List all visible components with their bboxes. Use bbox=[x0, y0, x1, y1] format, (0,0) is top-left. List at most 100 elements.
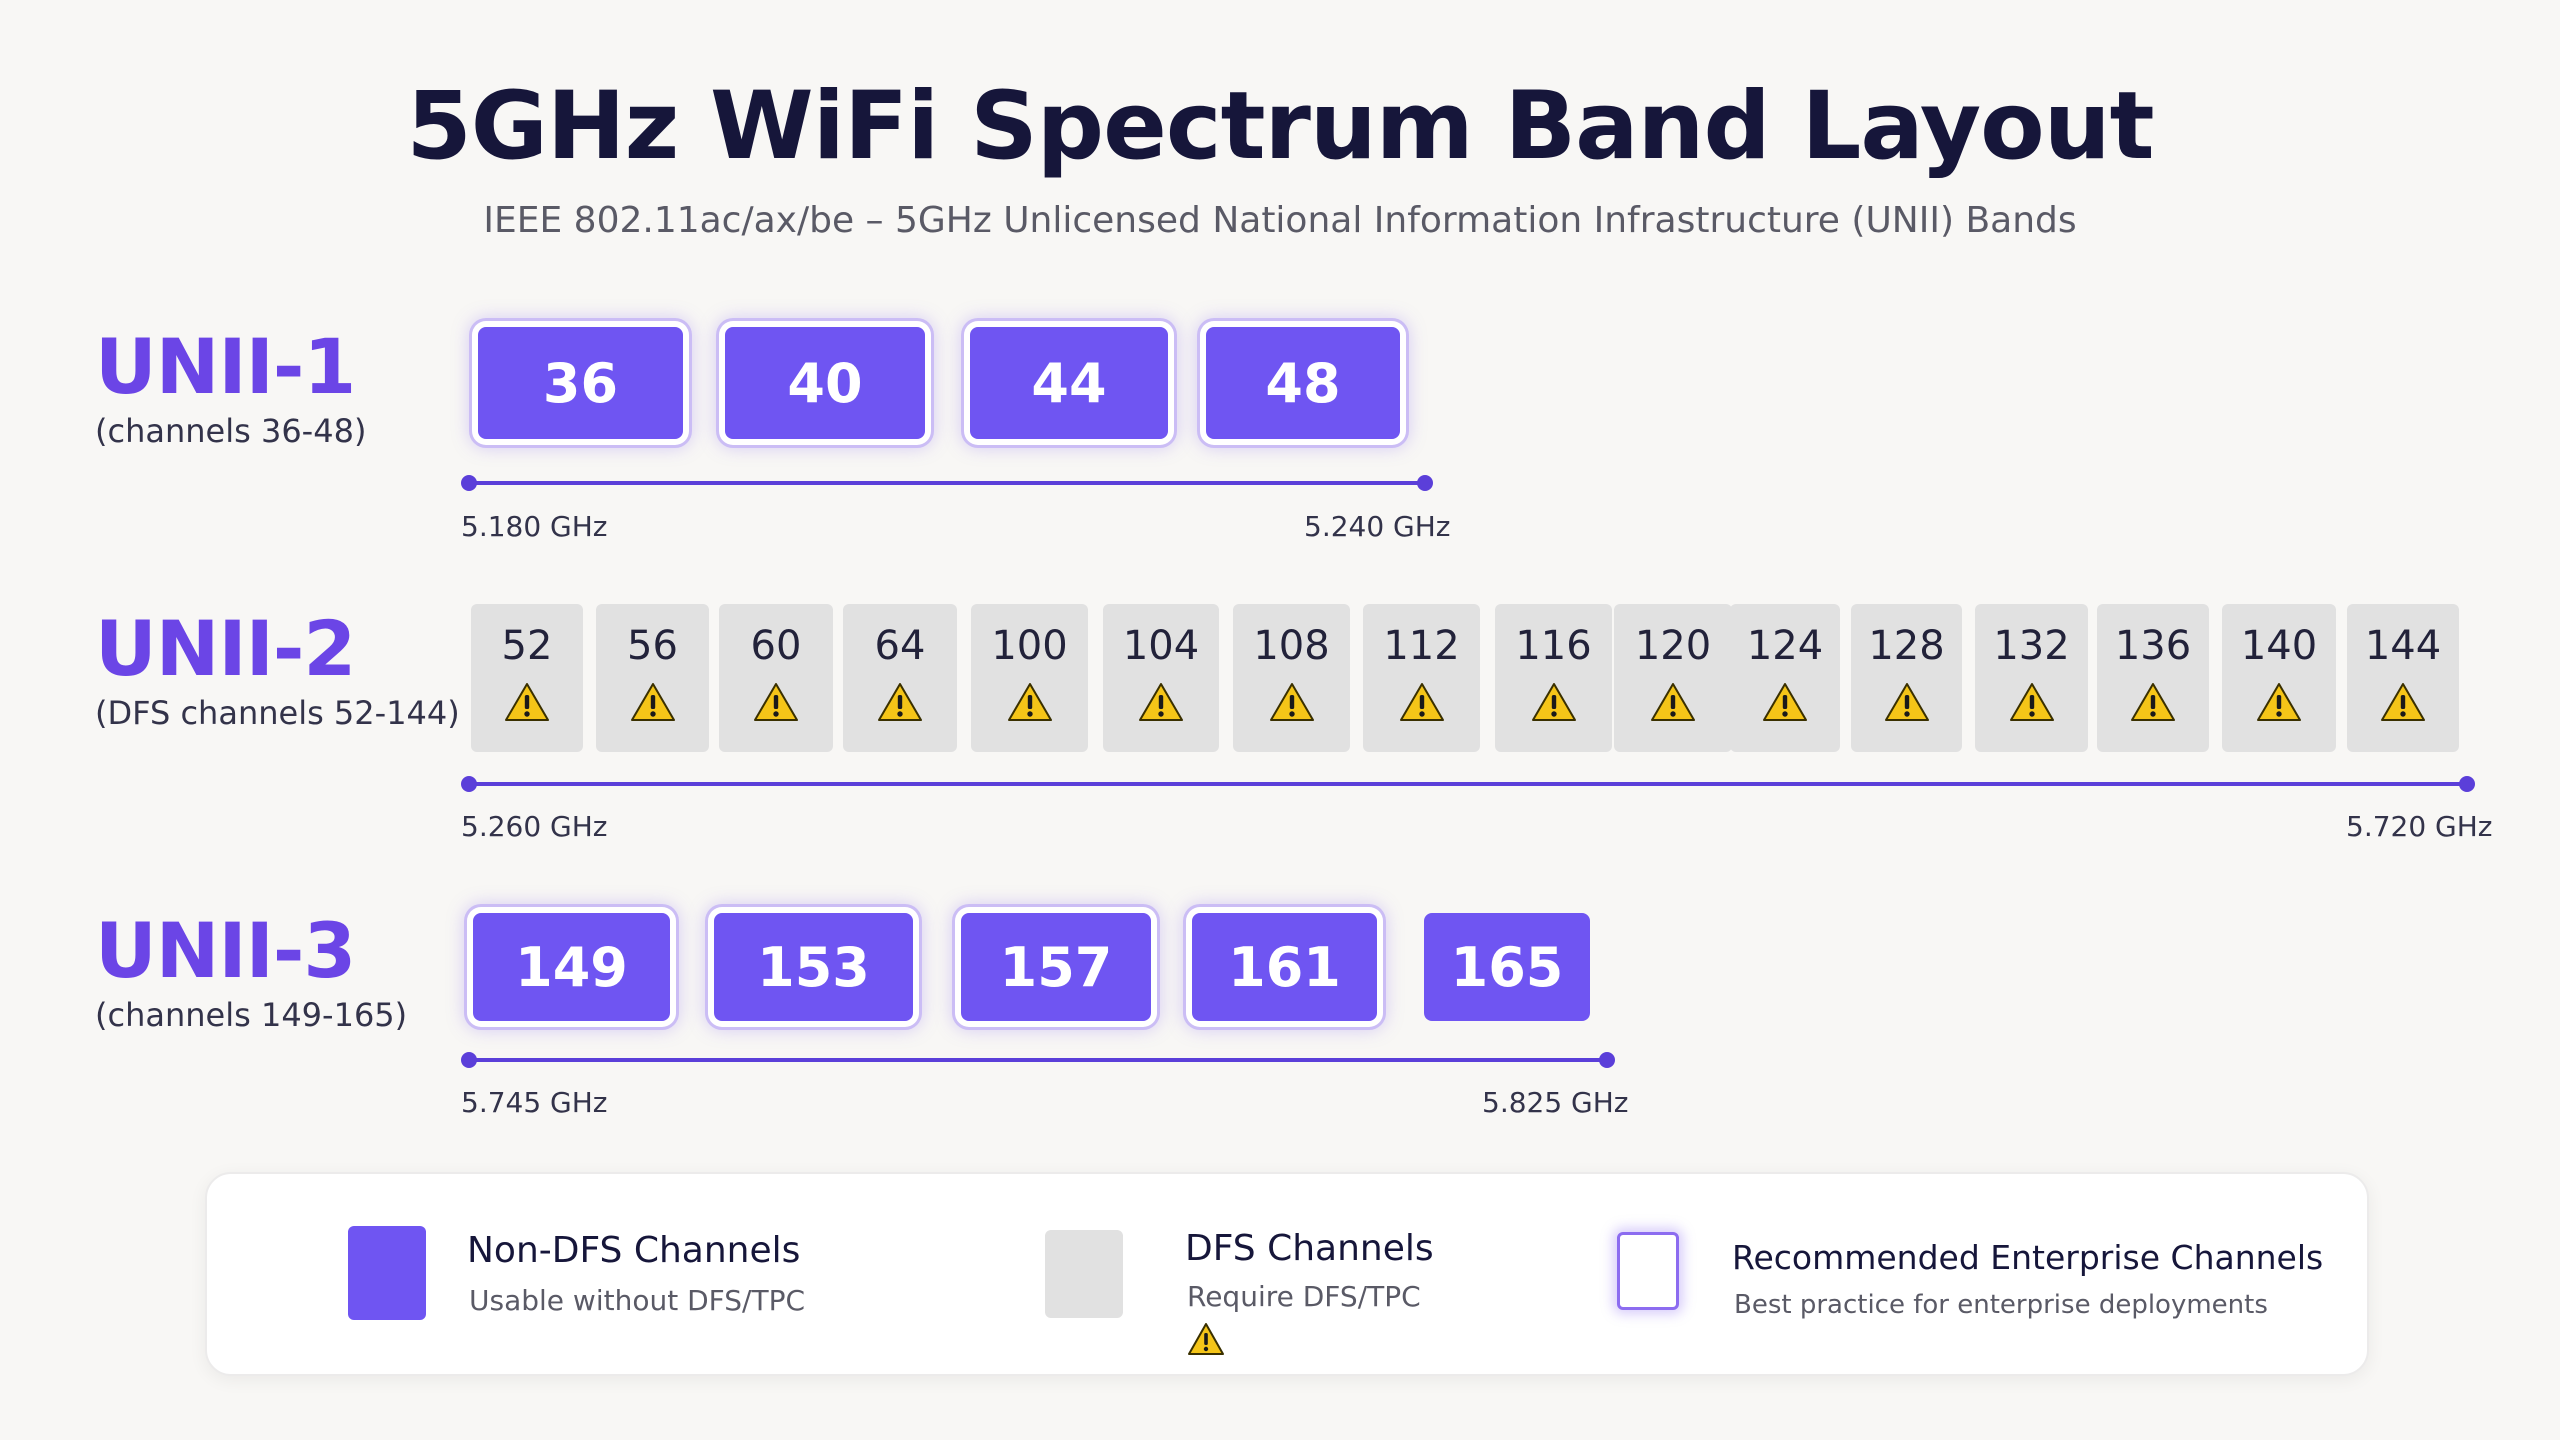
band-unii2-name: UNII-2 bbox=[95, 604, 356, 693]
band-unii1-start-freq: 5.180 GHz bbox=[461, 510, 608, 543]
channel-number: 52 bbox=[501, 623, 553, 669]
legend-non-dfs-desc: Usable without DFS/TPC bbox=[469, 1284, 805, 1317]
channel-number: 165 bbox=[1450, 935, 1564, 999]
channel-44: 44 bbox=[970, 327, 1168, 439]
channel-140: 140 bbox=[2222, 604, 2336, 752]
channel-number: 124 bbox=[1746, 623, 1824, 669]
warning-icon bbox=[1650, 682, 1696, 726]
channel-108: 108 bbox=[1233, 604, 1350, 752]
channel-number: 44 bbox=[1031, 351, 1107, 415]
band-unii1-end-freq: 5.240 GHz bbox=[1304, 510, 1451, 543]
band-unii3-name: UNII-3 bbox=[95, 906, 356, 995]
band-unii3-start-freq: 5.745 GHz bbox=[461, 1086, 608, 1119]
channel-100: 100 bbox=[971, 604, 1088, 752]
legend-panel: Non-DFS Channels Usable without DFS/TPC … bbox=[205, 1172, 2369, 1376]
channel-number: 153 bbox=[757, 935, 870, 999]
band-unii1-subtitle: (channels 36-48) bbox=[95, 412, 367, 450]
page-subtitle: IEEE 802.11ac/ax/be – 5GHz Unlicensed Na… bbox=[483, 200, 2077, 241]
band-unii1-start-dot bbox=[461, 475, 477, 491]
channel-120: 120 bbox=[1614, 604, 1732, 752]
legend-dfs-desc: Require DFS/TPC bbox=[1187, 1280, 1421, 1313]
channel-153: 153 bbox=[714, 913, 913, 1021]
warning-icon bbox=[1531, 682, 1577, 726]
warning-icon bbox=[2256, 682, 2302, 726]
warning-icon bbox=[1399, 682, 1445, 726]
channel-number: 128 bbox=[1868, 623, 1945, 669]
channel-144: 144 bbox=[2347, 604, 2459, 752]
channel-number: 48 bbox=[1265, 351, 1341, 415]
channel-number: 64 bbox=[874, 623, 926, 669]
channel-56: 56 bbox=[596, 604, 709, 752]
channel-number: 140 bbox=[2240, 623, 2318, 669]
warning-icon bbox=[1138, 682, 1184, 726]
warning-icon bbox=[753, 682, 799, 726]
channel-112: 112 bbox=[1363, 604, 1480, 752]
legend-recommended-swatch bbox=[1617, 1232, 1679, 1310]
legend-non-dfs-title: Non-DFS Channels bbox=[467, 1230, 801, 1271]
channel-number: 161 bbox=[1228, 935, 1341, 999]
channel-52: 52 bbox=[471, 604, 583, 752]
channel-number: 100 bbox=[991, 623, 1068, 669]
band-unii2-end-freq: 5.720 GHz bbox=[2346, 810, 2493, 843]
channel-40: 40 bbox=[725, 327, 925, 439]
legend-recommended-desc: Best practice for enterprise deployments bbox=[1734, 1290, 2268, 1320]
channel-number: 112 bbox=[1383, 623, 1460, 669]
band-unii2-subtitle: (DFS channels 52-144) bbox=[95, 694, 460, 732]
channel-128: 128 bbox=[1851, 604, 1962, 752]
page-title: 5GHz WiFi Spectrum Band Layout bbox=[406, 72, 2154, 181]
band-unii2-frequency-line bbox=[469, 782, 2467, 786]
warning-icon bbox=[1187, 1322, 1225, 1360]
channel-number: 36 bbox=[542, 351, 619, 415]
warning-icon bbox=[504, 682, 550, 726]
band-unii3-frequency-line bbox=[469, 1058, 1607, 1062]
channel-136: 136 bbox=[2097, 604, 2209, 752]
warning-icon bbox=[1007, 682, 1053, 726]
band-unii2-start-freq: 5.260 GHz bbox=[461, 810, 608, 843]
band-unii2-start-dot bbox=[461, 776, 477, 792]
channel-number: 136 bbox=[2114, 623, 2192, 669]
channel-161: 161 bbox=[1192, 913, 1377, 1021]
band-unii3-subtitle: (channels 149-165) bbox=[95, 996, 408, 1034]
warning-icon bbox=[1762, 682, 1808, 726]
channel-number: 116 bbox=[1515, 623, 1592, 669]
legend-dfs-title: DFS Channels bbox=[1185, 1228, 1434, 1269]
warning-icon bbox=[630, 682, 676, 726]
channel-number: 120 bbox=[1634, 623, 1712, 669]
channel-165: 165 bbox=[1424, 913, 1590, 1021]
band-unii3-start-dot bbox=[461, 1052, 477, 1068]
band-unii3-end-dot bbox=[1599, 1052, 1615, 1068]
legend-dfs-swatch bbox=[1045, 1230, 1123, 1318]
channel-number: 144 bbox=[2364, 623, 2442, 669]
channel-number: 149 bbox=[515, 935, 628, 999]
channel-157: 157 bbox=[961, 913, 1151, 1021]
band-unii1-frequency-line bbox=[469, 481, 1425, 485]
legend-recommended-title: Recommended Enterprise Channels bbox=[1732, 1238, 2324, 1277]
channel-number: 56 bbox=[627, 623, 678, 669]
channel-36: 36 bbox=[478, 327, 683, 439]
warning-icon bbox=[1884, 682, 1930, 726]
channel-64: 64 bbox=[843, 604, 957, 752]
band-unii1-end-dot bbox=[1417, 475, 1433, 491]
warning-icon bbox=[2009, 682, 2055, 726]
channel-number: 60 bbox=[750, 623, 802, 669]
legend-non-dfs-swatch bbox=[348, 1226, 426, 1320]
channel-48: 48 bbox=[1206, 327, 1400, 439]
warning-icon bbox=[2380, 682, 2426, 726]
channel-116: 116 bbox=[1495, 604, 1612, 752]
warning-icon bbox=[2130, 682, 2176, 726]
band-unii1-name: UNII-1 bbox=[95, 322, 356, 411]
channel-number: 40 bbox=[787, 351, 863, 415]
channel-60: 60 bbox=[719, 604, 833, 752]
channel-132: 132 bbox=[1975, 604, 2088, 752]
channel-124: 124 bbox=[1730, 604, 1840, 752]
channel-number: 108 bbox=[1253, 623, 1330, 669]
warning-icon bbox=[877, 682, 923, 726]
channel-104: 104 bbox=[1103, 604, 1219, 752]
band-unii3-end-freq: 5.825 GHz bbox=[1482, 1086, 1629, 1119]
warning-icon bbox=[1269, 682, 1315, 726]
channel-number: 157 bbox=[999, 935, 1113, 999]
band-unii2-end-dot bbox=[2459, 776, 2475, 792]
channel-149: 149 bbox=[473, 913, 670, 1021]
channel-number: 104 bbox=[1122, 623, 1200, 669]
channel-number: 132 bbox=[1993, 623, 2070, 669]
